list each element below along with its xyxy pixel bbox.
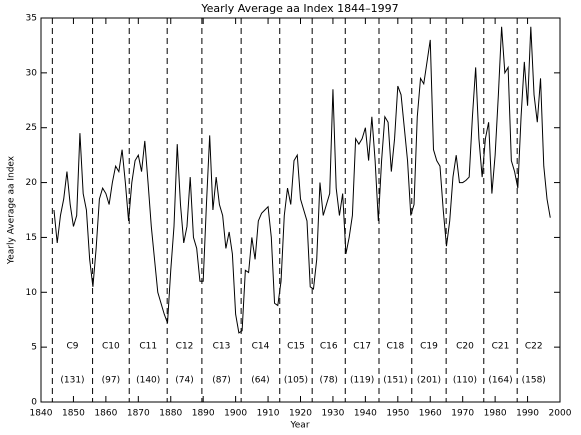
cycle-name: C13: [213, 342, 231, 352]
cycle-name: C12: [176, 342, 194, 352]
x-tick-label: 1950: [386, 409, 409, 419]
cycle-max: (119): [350, 376, 374, 386]
cycle-max: (87): [212, 376, 230, 386]
x-tick-label: 1990: [516, 409, 539, 419]
cycle-name: C9: [66, 342, 78, 352]
x-tick-label: 1930: [321, 409, 344, 419]
x-tick-label: 1970: [451, 409, 474, 419]
x-tick-label: 1850: [62, 409, 85, 419]
x-tick-label: 1840: [30, 409, 53, 419]
cycle-max: (105): [284, 376, 308, 386]
cycle-max: (140): [136, 376, 160, 386]
x-axis-label: Year: [289, 421, 309, 431]
y-tick-label: 15: [26, 233, 37, 243]
cycle-max: (151): [383, 376, 407, 386]
cycle-max: (97): [102, 376, 120, 386]
y-tick-label: 0: [31, 398, 37, 408]
x-tick-label: 1870: [127, 409, 150, 419]
y-tick-label: 30: [26, 68, 38, 78]
cycle-name: C20: [456, 342, 474, 352]
cycle-max: (74): [175, 376, 193, 386]
cycle-max: (201): [417, 376, 441, 386]
y-tick-label: 25: [26, 123, 37, 133]
chart-title: Yearly Average aa Index 1844–1997: [200, 2, 398, 15]
x-tick-label: 2000: [549, 409, 572, 419]
x-tick-label: 1980: [484, 409, 507, 419]
y-tick-label: 10: [26, 288, 38, 298]
y-tick-label: 20: [26, 178, 38, 188]
cycle-name: C15: [287, 342, 305, 352]
cycle-name: C18: [387, 342, 405, 352]
cycle-max: (164): [488, 376, 512, 386]
x-tick-label: 1890: [192, 409, 215, 419]
cycle-max: (78): [319, 376, 337, 386]
x-tick-label: 1910: [257, 409, 280, 419]
cycle-max: (131): [60, 376, 84, 386]
cycle-name: C14: [252, 342, 270, 352]
x-tick-label: 1940: [354, 409, 377, 419]
x-tick-label: 1860: [94, 409, 117, 419]
x-tick-label: 1900: [224, 409, 247, 419]
y-axis-label: Yearly Average aa Index: [7, 155, 17, 265]
cycle-name: C21: [492, 342, 510, 352]
cycle-max: (158): [522, 376, 546, 386]
cycle-name: C17: [353, 342, 371, 352]
cycle-max: (64): [251, 376, 269, 386]
cycle-name: C11: [139, 342, 157, 352]
y-tick-label: 5: [31, 343, 37, 353]
cycle-name: C22: [525, 342, 543, 352]
x-tick-label: 1960: [419, 409, 442, 419]
x-tick-label: 1920: [289, 409, 312, 419]
cycle-name: C16: [320, 342, 338, 352]
x-tick-label: 1880: [159, 409, 182, 419]
cycle-name: C10: [102, 342, 120, 352]
y-tick-label: 35: [26, 14, 37, 24]
data-line: [53, 26, 551, 334]
cycle-max: (110): [453, 376, 477, 386]
cycle-name: C19: [420, 342, 438, 352]
